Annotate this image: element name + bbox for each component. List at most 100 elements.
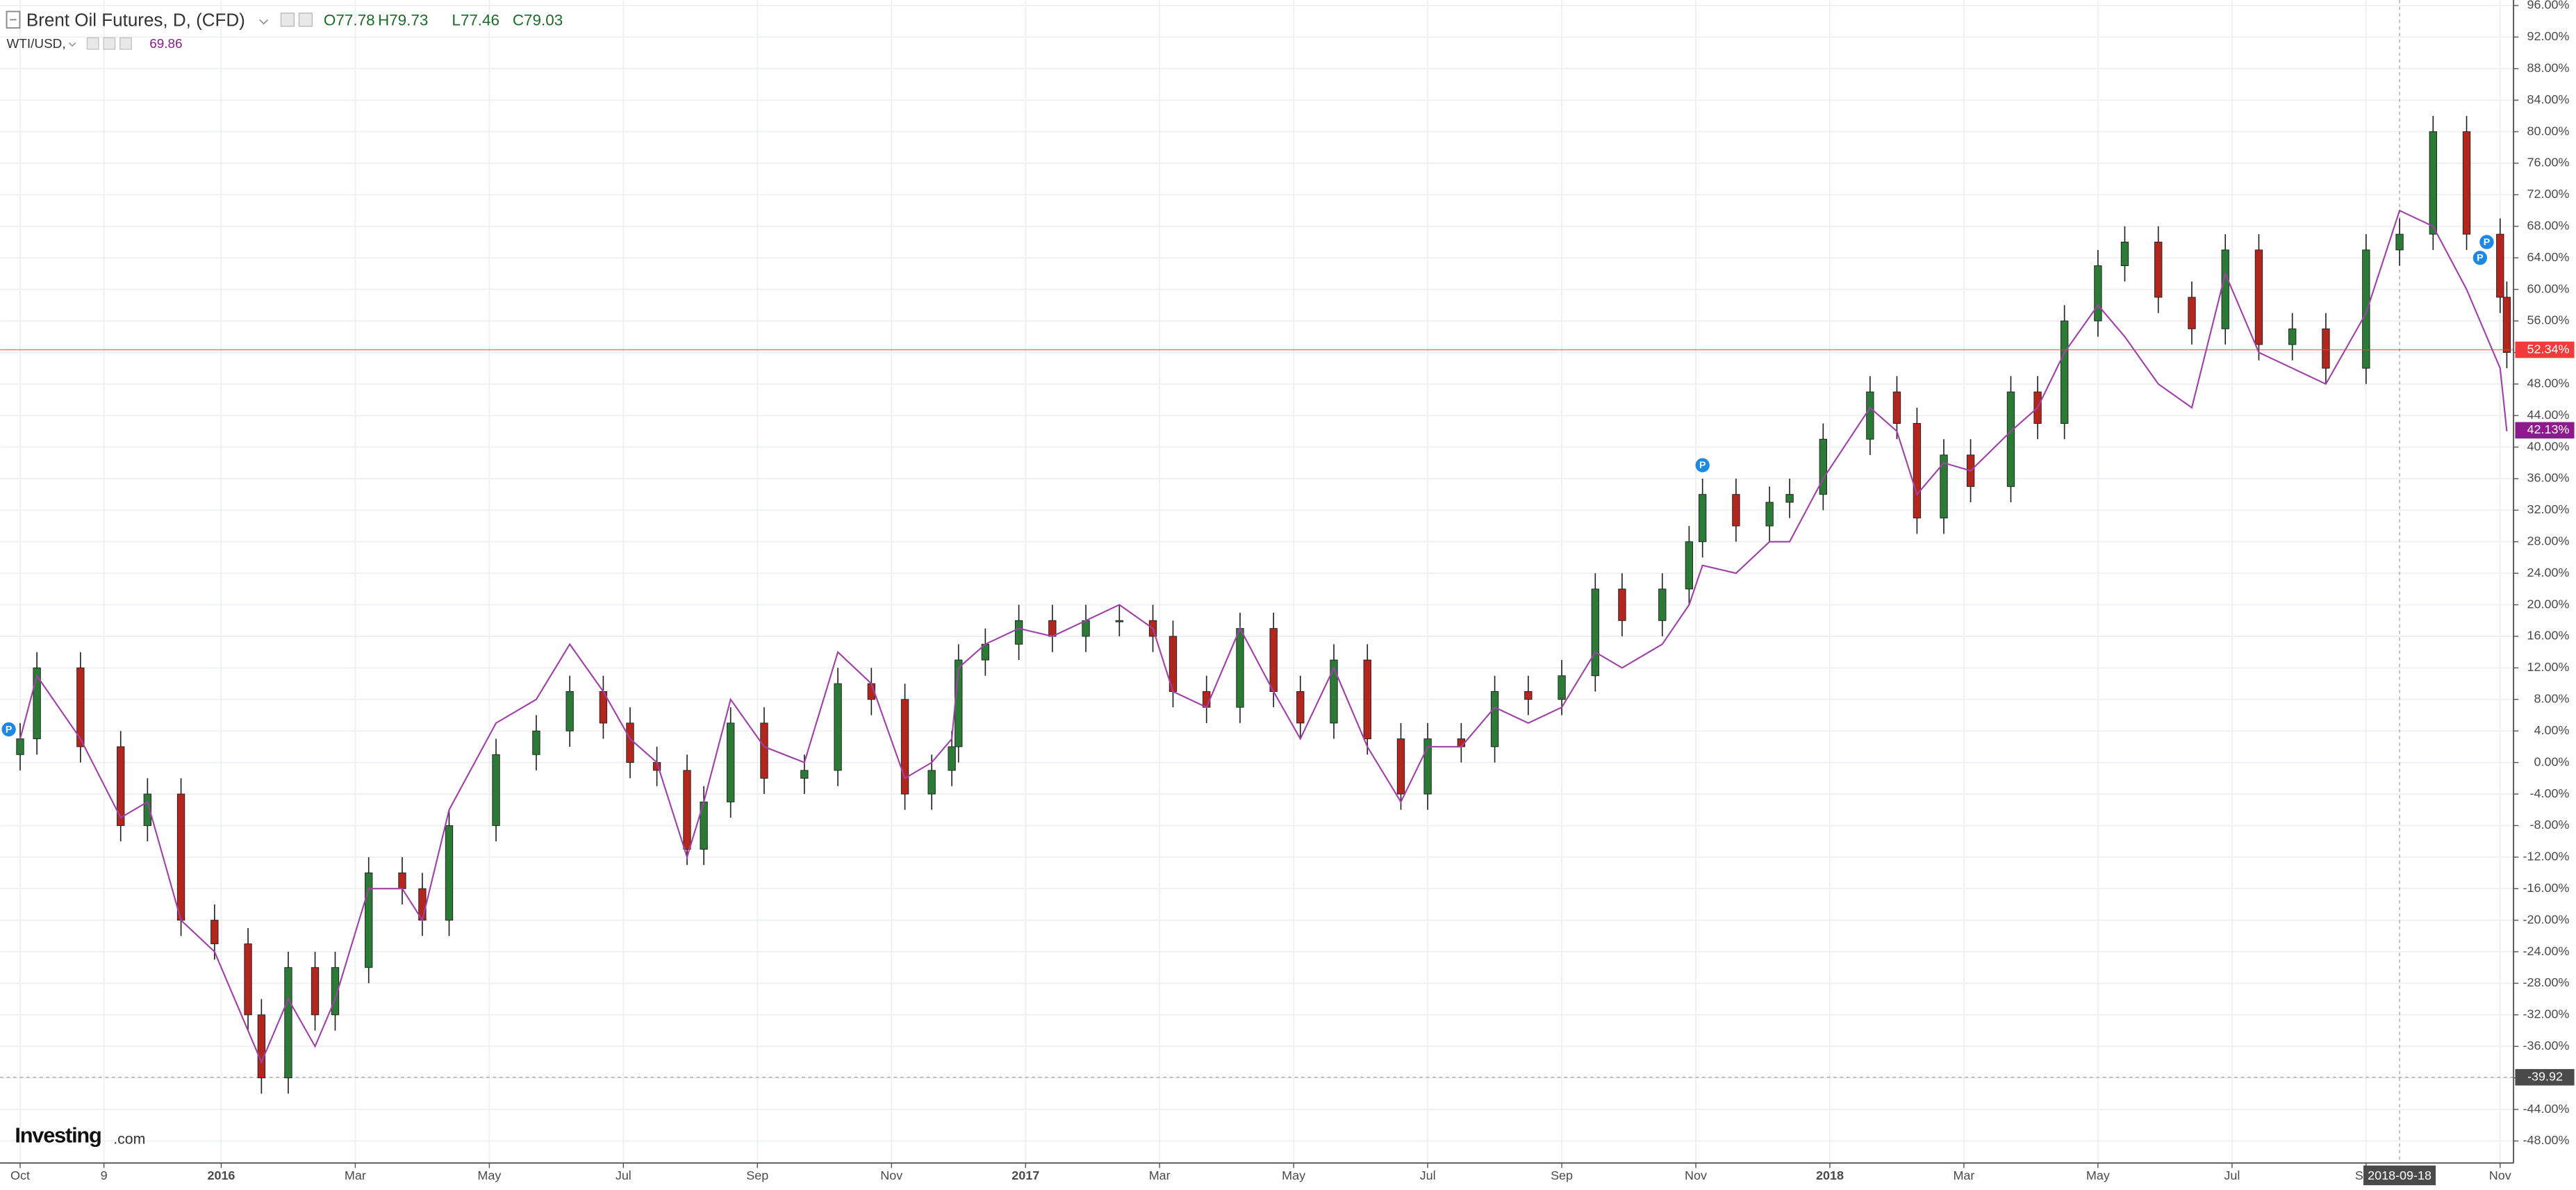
candle-body: [2154, 241, 2163, 298]
x-tick-label: Jul: [1420, 1168, 1436, 1182]
price-label: 52.34%: [2527, 342, 2570, 356]
event-marker: [2472, 249, 2488, 266]
y-tick-label: -4.00%: [2530, 786, 2570, 800]
candle-body: [492, 754, 500, 826]
x-tick-label: Sep: [1551, 1168, 1573, 1182]
candle-body: [16, 738, 24, 755]
candle-body: [311, 967, 320, 1016]
overlay-settings-icon[interactable]: [86, 37, 99, 50]
candle-body: [1396, 738, 1405, 795]
candle-body: [2395, 233, 2404, 251]
candle-body: [626, 722, 634, 763]
candle-body: [1618, 588, 1626, 621]
event-marker-label[interactable]: P: [2484, 237, 2490, 248]
overlay-remove-icon[interactable]: [119, 37, 132, 50]
event-marker-label[interactable]: P: [1699, 460, 1706, 471]
y-tick-label: -20.00%: [2523, 912, 2570, 926]
quote-open: O77.78: [324, 12, 375, 29]
candle-body: [176, 793, 185, 921]
overlay-line: [19, 209, 2508, 1064]
y-tick-label: 64.00%: [2527, 250, 2570, 264]
y-tick-label: -16.00%: [2523, 881, 2570, 895]
candle-body: [1819, 438, 1828, 495]
candle-body: [2006, 391, 2015, 487]
candle-body: [1913, 423, 1922, 519]
candle-body: [33, 667, 41, 740]
candle-body: [683, 770, 691, 850]
grid: [0, 0, 2514, 1164]
candle-body: [900, 699, 909, 795]
candle-body: [1658, 588, 1667, 621]
candle-body: [2362, 249, 2370, 369]
candle-body: [1423, 738, 1432, 795]
y-tick-label: 96.00%: [2527, 0, 2570, 12]
x-tick-label: Mar: [345, 1168, 366, 1182]
y-tick-label: 28.00%: [2527, 534, 2570, 548]
x-tick-label: Oct: [10, 1168, 30, 1182]
candle-body: [1048, 620, 1057, 637]
overlay-hide-icon[interactable]: [103, 37, 116, 50]
overlay-name: WTI/USD,: [7, 37, 66, 51]
title-caret[interactable]: [259, 19, 269, 25]
candle-body: [1685, 541, 1694, 590]
price-label: 42.13%: [2527, 422, 2570, 436]
quote-high: H79.73: [378, 12, 428, 29]
x-tick-label: Jul: [616, 1168, 631, 1182]
candle-body: [1330, 659, 1338, 724]
candle-body: [1115, 620, 1123, 622]
x-tick-label: Mar: [1953, 1168, 1974, 1182]
hide-icon[interactable]: [298, 13, 313, 27]
y-tick-label: 80.00%: [2527, 124, 2570, 138]
candle-body: [1296, 691, 1305, 724]
candle-body: [1698, 494, 1707, 543]
logo-main: Investing: [15, 1123, 101, 1148]
candle-body: [1269, 628, 1278, 692]
x-tick-label: Nov: [880, 1168, 902, 1182]
candle-body: [76, 667, 85, 747]
x-tick-label: Nov: [2489, 1168, 2511, 1182]
y-tick-label: 60.00%: [2527, 281, 2570, 295]
candle-body: [2462, 131, 2471, 235]
candle-body: [2120, 241, 2129, 266]
x-tick-label: Sep: [746, 1168, 768, 1182]
x-tick-label: May: [1282, 1168, 1305, 1182]
crosshair-x-label-box: [2363, 1165, 2436, 1186]
axes: -48.00%-44.00%-40.00%-36.00%-32.00%-28.0…: [10, 0, 2575, 1186]
event-marker-label[interactable]: P: [6, 724, 12, 735]
candle-body: [1940, 454, 1948, 519]
y-tick-label: 56.00%: [2527, 313, 2570, 327]
symbol-title: Brent Oil Futures, D, (CFD): [26, 10, 245, 31]
candle-body: [1785, 494, 1794, 503]
candle-body: [365, 873, 373, 968]
event-marker: [2478, 233, 2495, 251]
y-tick-label: 88.00%: [2527, 61, 2570, 75]
y-tick-label: 48.00%: [2527, 377, 2570, 390]
x-tick-label: Jul: [2224, 1168, 2240, 1182]
event-marker: [1, 721, 17, 738]
y-tick-label: 32.00%: [2527, 502, 2570, 516]
candle-body: [1203, 691, 1211, 708]
candle-body: [727, 722, 735, 802]
y-tick-label: 40.00%: [2527, 439, 2570, 453]
candle-body: [1765, 502, 1774, 527]
candle-body: [2502, 297, 2511, 353]
candle-body: [1490, 691, 1499, 747]
crosshair-y-label-box: [2515, 1068, 2575, 1086]
candle-body: [244, 943, 252, 1016]
y-tick-label: 44.00%: [2527, 408, 2570, 422]
candle-body: [2254, 249, 2263, 345]
overlay-caret[interactable]: [68, 42, 76, 47]
overlay-last: 69.86: [149, 37, 182, 51]
candle-body: [1236, 628, 1244, 708]
y-tick-label: 76.00%: [2527, 156, 2570, 170]
x-tick-label: 9: [101, 1168, 108, 1182]
candle-body: [760, 722, 768, 779]
collapse-icon[interactable]: [6, 10, 21, 29]
candle-body: [2094, 265, 2102, 322]
event-marker-label[interactable]: P: [2477, 253, 2483, 264]
settings-icon[interactable]: [280, 13, 295, 27]
candle-body: [1558, 675, 1566, 700]
y-tick-label: -12.00%: [2523, 850, 2570, 863]
